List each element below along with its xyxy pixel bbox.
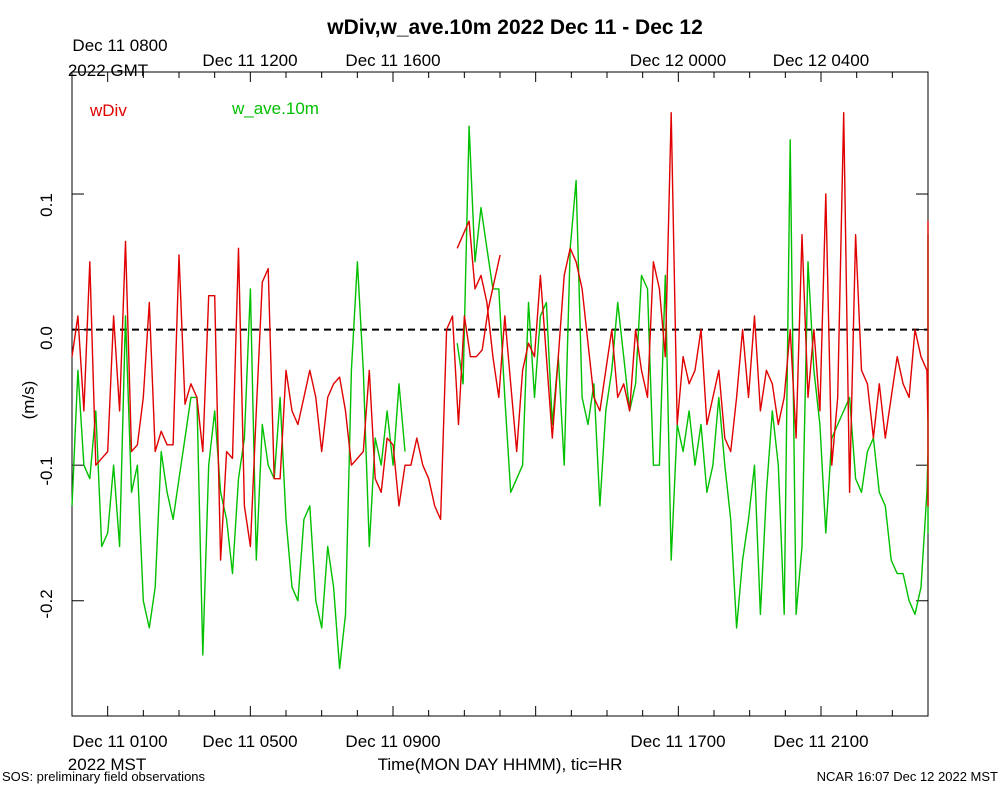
plot-area bbox=[71, 71, 929, 717]
bottom-axis-extra: 2022 MST bbox=[68, 755, 146, 774]
series-layer bbox=[71, 111, 929, 670]
bottom-axis-label-4: Dec 11 2100 bbox=[773, 732, 868, 751]
chart-title: wDiv,w_ave.10m 2022 Dec 11 - Dec 12 bbox=[326, 16, 703, 39]
footer-right: NCAR 16:07 Dec 12 2022 MST bbox=[817, 769, 998, 784]
y-tick-label-1: -0.1 bbox=[37, 456, 56, 485]
y-tick-label-0: -0.2 bbox=[37, 589, 56, 618]
legend-w-ave-10m: w_ave.10m bbox=[231, 99, 319, 118]
x-axis-ticks bbox=[71, 72, 929, 716]
x-axis-title: Time(MON DAY HHMM), tic=HR bbox=[378, 755, 623, 774]
top-axis-extra: 2022 GMT bbox=[68, 61, 148, 80]
bottom-axis-label-0: Dec 11 0100 bbox=[72, 732, 167, 751]
y-tick-label-2: 0.0 bbox=[37, 326, 56, 350]
top-axis-label-1: Dec 11 1200 bbox=[202, 51, 297, 70]
y-tick-label-3: 0.1 bbox=[37, 193, 56, 217]
top-axis-label-4: Dec 12 0400 bbox=[773, 51, 869, 70]
bottom-axis-label-3: Dec 11 1700 bbox=[630, 732, 725, 751]
legend-wdiv: wDiv bbox=[89, 101, 127, 120]
footer-left: SOS: preliminary field observations bbox=[2, 769, 206, 784]
bottom-axis-label-1: Dec 11 0500 bbox=[202, 732, 297, 751]
series-line-wdiv-segment-0 bbox=[71, 240, 501, 561]
series-line-wdiv-segment-1 bbox=[456, 111, 929, 507]
top-axis-label-3: Dec 12 0000 bbox=[630, 51, 726, 70]
y-axis-title: (m/s) bbox=[19, 381, 38, 420]
bottom-axis-label-2: Dec 11 0900 bbox=[345, 732, 440, 751]
top-axis-label-2: Dec 11 1600 bbox=[345, 51, 440, 70]
top-axis-label-0: Dec 11 0800 bbox=[72, 36, 167, 55]
